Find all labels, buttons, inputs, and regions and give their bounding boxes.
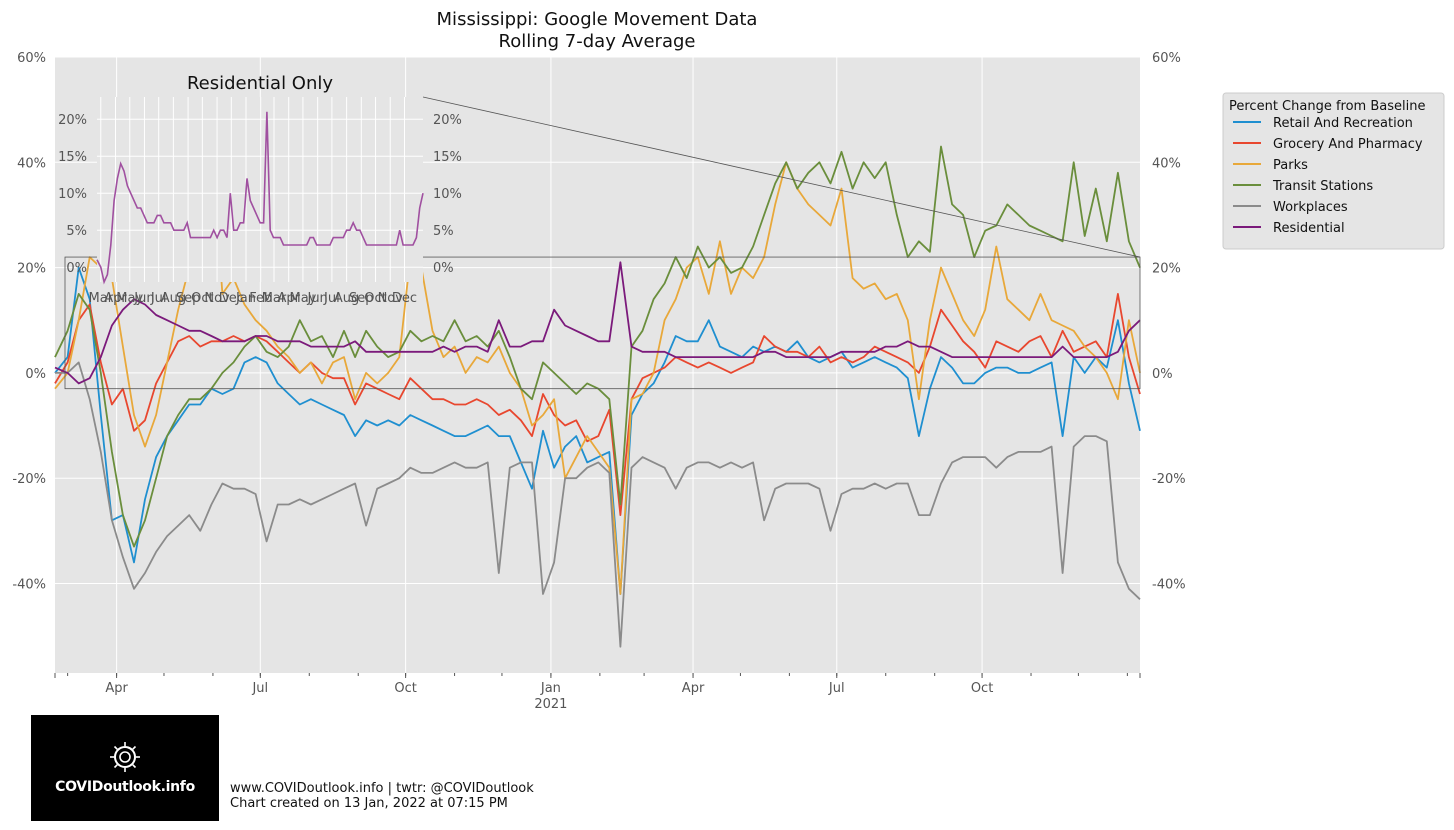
y-tick-label-left: -20% bbox=[12, 472, 46, 487]
inset-x-tick-label: May bbox=[289, 291, 316, 306]
virus-icon bbox=[110, 742, 140, 772]
legend-label: Workplaces bbox=[1273, 200, 1348, 215]
inset-series-line-residential bbox=[96, 111, 424, 285]
chart-title: Mississippi: Google Movement Data bbox=[437, 9, 758, 30]
y-tick-label-right: 40% bbox=[1152, 156, 1181, 171]
y-tick-label-left: 60% bbox=[17, 51, 46, 66]
y-tick-label-right: 60% bbox=[1152, 51, 1181, 66]
inset-x-tick-label: Jun bbox=[306, 291, 327, 306]
inset-x-tick-label: Jan bbox=[235, 291, 256, 306]
inset-x-tick-label: Oct bbox=[364, 291, 386, 306]
y-tick-label-right: -40% bbox=[1152, 577, 1186, 592]
zoom-connector-line bbox=[422, 96, 1141, 258]
inset-y-tick-label-right: 0% bbox=[433, 261, 454, 276]
inset-y-tick-label-right: 5% bbox=[433, 224, 454, 239]
inset-x-tick-label: Dec bbox=[219, 291, 244, 306]
series-line-parks bbox=[54, 135, 1141, 595]
inset-x-tick-label: Apr bbox=[104, 291, 127, 306]
inset-x-tick-label: Apr bbox=[277, 291, 300, 306]
inset-x-tick-label: Feb bbox=[249, 291, 272, 306]
zoom-region-box bbox=[64, 256, 1141, 390]
inset-zoom-indicator bbox=[64, 96, 1141, 390]
y-tick-label-left: 40% bbox=[17, 156, 46, 171]
inset-y-tick-label-left: 10% bbox=[58, 187, 87, 202]
inset-x-tick-label: Mar bbox=[89, 291, 114, 306]
inset-x-tick-label: Sep bbox=[349, 291, 374, 306]
inset-title: Residential Only bbox=[187, 73, 333, 94]
series-line-residential bbox=[54, 261, 1141, 385]
logo-text: COVIDoutlook.info bbox=[55, 779, 195, 795]
x-tick-label: Apr bbox=[105, 681, 128, 696]
legend-label: Residential bbox=[1273, 221, 1345, 236]
x-tick-label: Jul bbox=[828, 681, 845, 696]
x-tick-label: Oct bbox=[971, 681, 993, 696]
x-tick-label: Oct bbox=[394, 681, 416, 696]
y-tick-label-left: 0% bbox=[25, 367, 46, 382]
legend-label: Retail And Recreation bbox=[1273, 116, 1413, 131]
inset-x-tick-label: Aug bbox=[334, 291, 359, 306]
chart-subtitle: Rolling 7-day Average bbox=[499, 31, 696, 52]
inset-x-tick-label: Jun bbox=[133, 291, 154, 306]
inset-y-tick-label-right: 15% bbox=[433, 150, 462, 165]
inset-x-tick-label: Mar bbox=[262, 291, 287, 306]
inset-y-tick-label-right: 20% bbox=[433, 113, 462, 128]
y-tick-label-right: 0% bbox=[1152, 367, 1173, 382]
inset-y-tick-label-left: 5% bbox=[66, 224, 87, 239]
y-tick-label-left: 20% bbox=[17, 262, 46, 277]
inset-x-tick-label: Aug bbox=[161, 291, 186, 306]
footer: www.COVIDoutlook.info | twtr: @COVIDoutl… bbox=[230, 781, 534, 811]
series-line-grocery-and-pharmacy bbox=[54, 292, 1141, 516]
legend-title: Percent Change from Baseline bbox=[1229, 99, 1425, 114]
footer-timestamp: Chart created on 13 Jan, 2022 at 07:15 P… bbox=[230, 796, 508, 811]
inset-x-tick-label: Sep bbox=[176, 291, 201, 306]
inset-y-tick-label-left: 15% bbox=[58, 150, 87, 165]
inset-x-tick-label: Dec bbox=[392, 291, 417, 306]
legend: Percent Change from Baseline Retail And R… bbox=[1222, 92, 1445, 250]
series-line-retail-and-recreation bbox=[54, 266, 1141, 595]
legend-label: Parks bbox=[1273, 158, 1308, 173]
legend-label: Transit Stations bbox=[1272, 179, 1373, 194]
inset-x-tick-label: May bbox=[116, 291, 143, 306]
logo: COVIDoutlook.info bbox=[31, 715, 219, 821]
inset-y-tick-label-left: 0% bbox=[66, 261, 87, 276]
inset-y-tick-label-right: 10% bbox=[433, 187, 462, 202]
inset-chart: 0% 0%5% 5%10% 10%15% 15%20% 20%MarAprMayJunJu… bbox=[58, 73, 462, 306]
series-line-workplaces bbox=[55, 361, 1141, 648]
x-tick-label: Apr bbox=[682, 681, 705, 696]
inset-x-tick-label: Oct bbox=[191, 291, 213, 306]
x-tick-year-label: 2021 bbox=[534, 697, 567, 712]
footer-credits: www.COVIDoutlook.info | twtr: @COVIDoutl… bbox=[230, 781, 534, 796]
inset-x-tick-label: Nov bbox=[378, 291, 404, 306]
legend-box bbox=[1222, 92, 1445, 250]
x-tick-label: Jul bbox=[251, 681, 268, 696]
y-tick-label-right: 20% bbox=[1152, 262, 1181, 277]
legend-label: Grocery And Pharmacy bbox=[1273, 137, 1423, 152]
inset-x-tick-label: Nov bbox=[204, 291, 230, 306]
axes: -40% -40% -20% -20% 0% 0% 20% 20% 40% 40% 60% 60% Ap… bbox=[12, 51, 1185, 712]
inset-plot-area bbox=[97, 97, 423, 282]
y-tick-label-right: -20% bbox=[1152, 472, 1186, 487]
inset-y-tick-label-left: 20% bbox=[58, 113, 87, 128]
inset-x-tick-label: Jul bbox=[150, 291, 167, 306]
y-tick-label-left: -40% bbox=[12, 577, 46, 592]
series-layer bbox=[54, 135, 1141, 648]
inset-x-tick-label: Jul bbox=[323, 291, 340, 306]
x-tick-label: Jan bbox=[540, 681, 561, 696]
